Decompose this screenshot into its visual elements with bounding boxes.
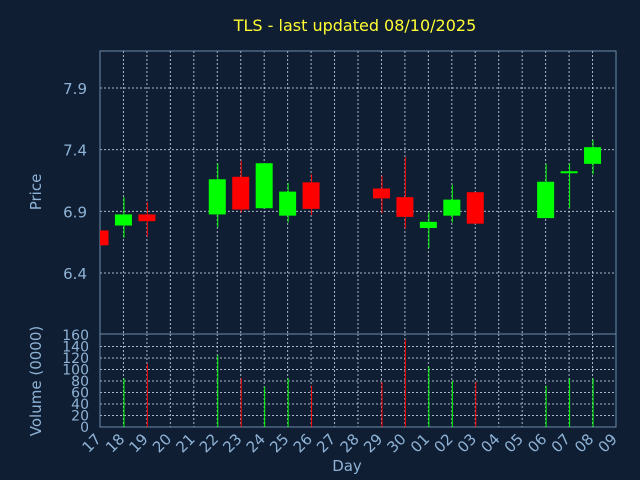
volume-tick-label: 160 — [62, 328, 89, 344]
candle-body — [208, 179, 226, 215]
candle-body — [372, 188, 390, 199]
price-tick-labels: 6.4 6.9 7.4 7.9 — [63, 80, 87, 283]
candle — [584, 139, 602, 175]
candle — [560, 163, 578, 209]
candle-body — [443, 199, 461, 216]
candle-body — [255, 163, 273, 209]
x-axis-label: Day — [332, 457, 362, 475]
candle-body — [560, 171, 578, 174]
candle — [396, 157, 414, 229]
candle — [443, 184, 461, 223]
price-tick-label: 6.9 — [63, 203, 87, 221]
candle — [114, 197, 132, 238]
volume-tick-label: 40 — [71, 397, 89, 413]
candle — [419, 212, 437, 249]
chart-title: TLS - last updated 08/10/2025 — [233, 16, 477, 35]
volume-tick-label: 80 — [71, 374, 89, 390]
volume-axis-label: Volume (0000) — [27, 326, 45, 436]
price-tick-label: 6.4 — [63, 265, 87, 283]
candle — [255, 163, 273, 209]
candle — [138, 202, 156, 237]
volume-tick-label: 140 — [62, 340, 89, 356]
candle — [279, 182, 297, 223]
candle-body — [419, 221, 437, 228]
x-tick-labels: 1718192021222324252627282930010203040506… — [79, 430, 621, 456]
price-axis-label: Price — [27, 174, 45, 211]
volume-tick-label: 20 — [71, 409, 89, 425]
candle — [466, 192, 484, 224]
candle-body — [279, 191, 297, 216]
candle-body — [396, 197, 414, 217]
candle-body — [114, 214, 132, 226]
candles — [100, 139, 602, 249]
candle — [100, 230, 109, 246]
candle-body — [537, 181, 555, 219]
volume-bars — [123, 339, 594, 427]
candle — [302, 174, 320, 216]
candle-body — [100, 230, 109, 246]
volume-tick-label: 120 — [62, 351, 89, 367]
candle — [208, 163, 226, 228]
candle-body — [232, 176, 250, 210]
candle — [537, 163, 555, 219]
volume-tick-label: 0 — [80, 420, 89, 436]
candle — [232, 160, 250, 213]
candle-body — [138, 214, 156, 222]
price-tick-label: 7.9 — [63, 80, 87, 98]
candle-body — [466, 192, 484, 224]
volume-panel-frame — [99, 333, 617, 428]
candle-body — [584, 147, 602, 164]
volume-tick-label: 100 — [62, 363, 89, 379]
volume-tick-label: 60 — [71, 386, 89, 402]
price-tick-label: 7.4 — [63, 142, 87, 160]
candle-body — [302, 182, 320, 209]
candle — [372, 175, 390, 214]
